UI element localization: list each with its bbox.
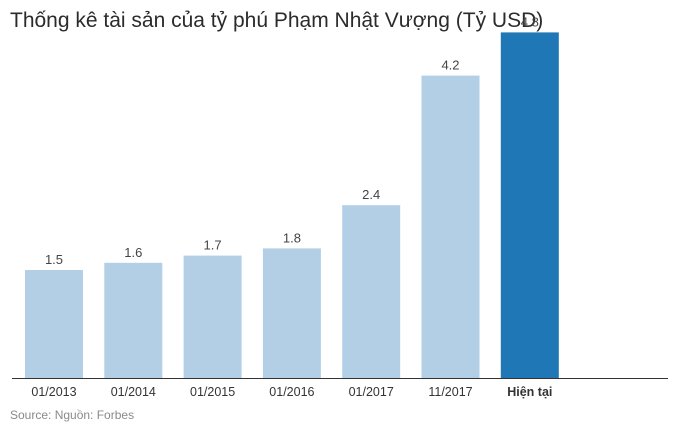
bar-0 [25,270,83,378]
value-labels-group: 1.5 1.6 1.7 1.8 2.4 4.2 4.8 [45,14,539,267]
bar-5 [421,75,480,378]
bar-value-label-3: 1.8 [283,230,301,245]
x-tick-label-1: 01/2014 [111,385,156,399]
bar-value-label-6: 4.8 [521,14,539,29]
bar-1 [104,262,163,378]
source-note: Source: Nguồn: Forbes [10,408,135,422]
chart-title: Thống kê tài sản của tỷ phú Phạm Nhật Vư… [10,9,544,32]
x-tick-label-5: 11/2017 [428,385,472,399]
x-tick-label-4: 01/2017 [349,385,394,399]
x-tick-label-2: 01/2015 [190,385,235,399]
bar-value-label-0: 1.5 [45,252,63,267]
bar-3 [262,248,321,378]
bar-4 [342,205,401,378]
x-tick-label-3: 01/2016 [269,385,314,399]
x-tick-label-0: 01/2013 [31,385,76,399]
bar-value-label-4: 2.4 [362,187,380,202]
bar-value-label-2: 1.7 [204,238,222,253]
bar-2 [183,255,242,378]
x-tick-label-6: Hiện tại [507,385,552,399]
bar-value-label-5: 4.2 [441,58,459,73]
bar-value-label-1: 1.6 [124,245,142,260]
bar-6 [500,32,559,379]
bars-group [25,32,559,379]
x-tick-labels-group: 01/2013 01/2014 01/2015 01/2016 01/2017 11/20… [31,385,552,399]
